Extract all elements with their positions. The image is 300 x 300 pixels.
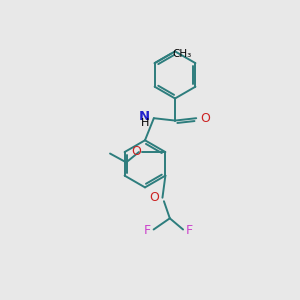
Text: CH₃: CH₃ — [173, 49, 192, 58]
Text: F: F — [144, 224, 151, 237]
Text: O: O — [149, 190, 159, 204]
Text: O: O — [131, 145, 141, 158]
Text: O: O — [200, 112, 210, 125]
Text: H: H — [141, 118, 150, 128]
Text: N: N — [139, 110, 150, 123]
Text: F: F — [185, 224, 193, 237]
